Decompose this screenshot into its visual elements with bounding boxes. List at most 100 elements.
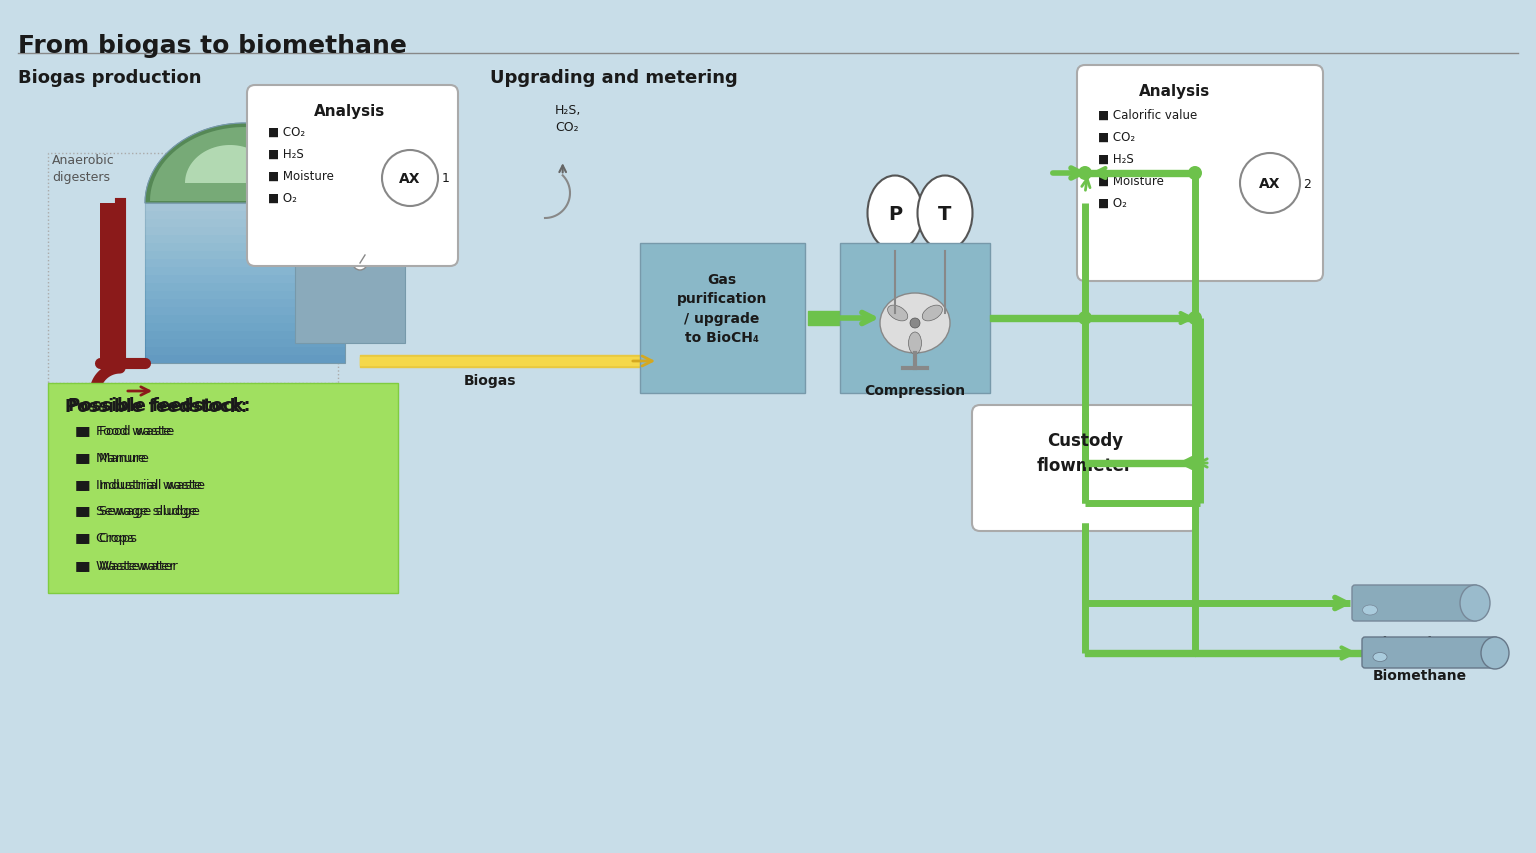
FancyBboxPatch shape — [972, 405, 1198, 531]
FancyBboxPatch shape — [1352, 585, 1478, 621]
Polygon shape — [144, 124, 346, 204]
FancyBboxPatch shape — [247, 86, 458, 267]
Text: ■  Food waste: ■ Food waste — [78, 423, 175, 437]
Polygon shape — [184, 146, 275, 183]
FancyBboxPatch shape — [144, 220, 346, 228]
FancyBboxPatch shape — [1077, 66, 1322, 281]
Text: 2: 2 — [1303, 177, 1310, 190]
Circle shape — [1187, 456, 1203, 471]
FancyBboxPatch shape — [144, 323, 346, 332]
Text: ■ Moisture: ■ Moisture — [267, 170, 333, 183]
Text: Biogas production: Biogas production — [18, 69, 201, 87]
Ellipse shape — [868, 177, 923, 251]
FancyBboxPatch shape — [144, 244, 346, 252]
Ellipse shape — [1362, 606, 1378, 615]
FancyBboxPatch shape — [144, 299, 346, 308]
FancyBboxPatch shape — [144, 284, 346, 292]
Text: ■  Industrial waste: ■ Industrial waste — [78, 478, 206, 490]
FancyBboxPatch shape — [48, 384, 398, 594]
Circle shape — [889, 309, 900, 319]
Text: ■  Industrial waste: ■ Industrial waste — [75, 478, 203, 490]
Polygon shape — [298, 173, 402, 212]
Circle shape — [382, 151, 438, 206]
Text: ■  Sewage sludge: ■ Sewage sludge — [78, 504, 200, 518]
Text: ■  Wastewater: ■ Wastewater — [78, 559, 178, 572]
Text: From biogas to biomethane: From biogas to biomethane — [18, 34, 407, 58]
Text: P: P — [888, 204, 902, 223]
Text: ■  Wastewater: ■ Wastewater — [75, 559, 175, 572]
Polygon shape — [144, 124, 346, 204]
Text: Biomethane: Biomethane — [1373, 668, 1467, 682]
Circle shape — [1078, 311, 1092, 326]
Text: ■  Crops: ■ Crops — [78, 531, 137, 544]
Text: ■ CO₂: ■ CO₂ — [1098, 131, 1135, 144]
Text: Upgrading and metering: Upgrading and metering — [490, 69, 737, 87]
Text: Custody
flowmeter: Custody flowmeter — [1037, 432, 1134, 475]
FancyBboxPatch shape — [144, 212, 346, 220]
Circle shape — [1240, 154, 1299, 214]
FancyBboxPatch shape — [144, 204, 346, 212]
Text: Possible feedstock:: Possible feedstock: — [65, 397, 247, 415]
FancyBboxPatch shape — [144, 347, 346, 356]
Text: ■ CO₂: ■ CO₂ — [267, 126, 306, 139]
Ellipse shape — [1481, 637, 1508, 670]
FancyBboxPatch shape — [144, 276, 346, 284]
Ellipse shape — [1373, 653, 1387, 662]
FancyBboxPatch shape — [144, 332, 346, 339]
FancyBboxPatch shape — [641, 244, 805, 393]
Text: AX: AX — [1260, 177, 1281, 191]
Polygon shape — [151, 128, 339, 202]
Text: ■  Crops: ■ Crops — [75, 531, 134, 544]
FancyBboxPatch shape — [295, 214, 406, 344]
Text: ■  Sewage sludge: ■ Sewage sludge — [75, 504, 197, 518]
Text: ■  Manure: ■ Manure — [75, 450, 146, 463]
Text: ■  Manure: ■ Manure — [78, 450, 149, 463]
FancyBboxPatch shape — [144, 235, 346, 244]
FancyBboxPatch shape — [144, 339, 346, 347]
Ellipse shape — [880, 293, 949, 354]
Text: ■ O₂: ■ O₂ — [1098, 197, 1127, 210]
Text: Compression: Compression — [865, 384, 966, 397]
Circle shape — [353, 257, 367, 270]
Text: Biomethane: Biomethane — [1373, 635, 1467, 649]
Text: 1: 1 — [442, 172, 450, 185]
Text: Possible feedstock:: Possible feedstock: — [68, 397, 250, 415]
Circle shape — [1187, 167, 1203, 181]
FancyBboxPatch shape — [144, 308, 346, 316]
Circle shape — [1187, 311, 1203, 326]
Text: ■ H₂S: ■ H₂S — [267, 148, 304, 161]
FancyBboxPatch shape — [144, 228, 346, 235]
Text: H₂S,
CO₂: H₂S, CO₂ — [554, 104, 581, 134]
Ellipse shape — [922, 305, 943, 322]
Text: Biogas: Biogas — [464, 374, 516, 387]
Ellipse shape — [888, 305, 908, 322]
Text: T: T — [938, 204, 952, 223]
FancyBboxPatch shape — [1362, 637, 1498, 668]
Text: ■ Moisture: ■ Moisture — [1098, 175, 1164, 188]
FancyBboxPatch shape — [144, 316, 346, 323]
Text: ■ O₂: ■ O₂ — [267, 192, 296, 205]
Ellipse shape — [908, 333, 922, 355]
Text: Analysis: Analysis — [315, 104, 386, 119]
Circle shape — [1078, 167, 1092, 181]
Text: ■ Calorific value: ■ Calorific value — [1098, 109, 1197, 122]
FancyBboxPatch shape — [144, 356, 346, 363]
Polygon shape — [195, 164, 275, 199]
Text: ■  Food waste: ■ Food waste — [75, 423, 172, 437]
Text: AX: AX — [399, 171, 421, 186]
Polygon shape — [318, 179, 362, 199]
FancyBboxPatch shape — [144, 292, 346, 299]
FancyBboxPatch shape — [144, 204, 346, 363]
Ellipse shape — [917, 177, 972, 251]
FancyBboxPatch shape — [144, 252, 346, 259]
FancyBboxPatch shape — [48, 384, 398, 594]
Text: Anaerobic
digesters: Anaerobic digesters — [52, 154, 115, 183]
Text: ■ H₂S: ■ H₂S — [1098, 153, 1134, 165]
FancyBboxPatch shape — [840, 244, 991, 393]
FancyBboxPatch shape — [144, 259, 346, 268]
Circle shape — [909, 319, 920, 328]
FancyBboxPatch shape — [100, 204, 120, 363]
FancyBboxPatch shape — [144, 268, 346, 276]
Polygon shape — [295, 169, 406, 214]
Circle shape — [940, 309, 949, 319]
